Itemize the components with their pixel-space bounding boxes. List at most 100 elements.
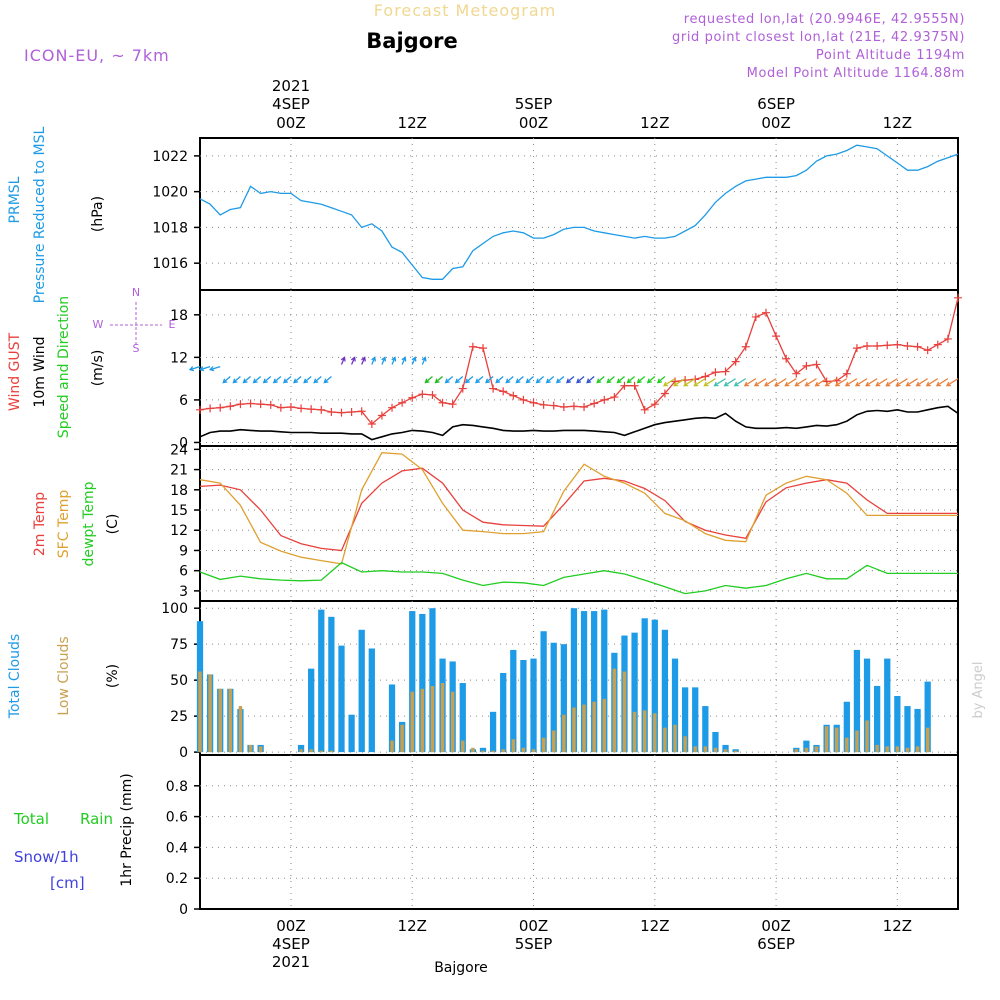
total-cloud-bar [368, 648, 375, 753]
footer-location: Bajgore [434, 960, 488, 976]
gust-marker [468, 342, 477, 351]
wind-arrow [606, 376, 615, 384]
wind-arrow [627, 376, 636, 384]
wind-arrow-head [485, 378, 491, 384]
wind-arrow [617, 376, 625, 384]
gust-marker [236, 400, 245, 409]
gust-marker [741, 342, 750, 351]
wind-arrow-head [834, 381, 840, 387]
wind-arrow [744, 378, 757, 387]
clouds-unit-label: (%) [105, 664, 121, 688]
y-tick-label: 9 [179, 543, 188, 559]
product-title: Forecast Meteogram [374, 1, 556, 20]
gust-marker [256, 400, 265, 409]
panel-wind: 0 6 12 18 [170, 289, 962, 451]
gust-marker [327, 407, 336, 416]
gust-marker [489, 384, 498, 393]
temp-2m-label: 2m Temp [32, 492, 48, 556]
low-cloud-bar [602, 698, 606, 753]
compass-letter: W [93, 318, 104, 331]
total-cloud-bar [338, 645, 345, 753]
gust-marker [448, 400, 457, 409]
pressure-label-msl: Pressure Reduced to MSL [32, 126, 48, 303]
wind-arrow-head [242, 378, 248, 384]
gust-marker [196, 405, 204, 414]
wind-arrow [210, 365, 221, 371]
low-cloud-bar [723, 749, 728, 753]
low-cloud-bar [804, 747, 809, 753]
gust-marker [206, 404, 215, 413]
total-cloud-bar [489, 711, 497, 753]
gust-marker [398, 398, 407, 407]
total-cloud-bar [631, 632, 638, 753]
wind-arrow [485, 376, 494, 384]
total-cloud-bar [459, 683, 466, 753]
wind-arrow [411, 357, 416, 365]
gust-marker [913, 342, 922, 351]
wind-arrow [556, 376, 565, 384]
wind-arrow [693, 378, 706, 387]
wind-arrow [243, 376, 251, 384]
low-cloud-bar [673, 724, 677, 753]
total-cloud-bar [570, 608, 578, 753]
low-cloud-bar [925, 727, 930, 753]
wind-arrow-head [596, 378, 602, 384]
gust-marker [408, 393, 417, 402]
gust-marker [539, 400, 548, 409]
gust-marker [347, 407, 356, 416]
y-tick-label: 0.6 [166, 810, 188, 826]
wind-arrow [805, 378, 817, 387]
wind-arrow-head [586, 378, 592, 384]
wind-arrow-head [495, 378, 501, 384]
wind-arrow-head [198, 366, 205, 372]
panel-temperature: 3 6 9 12 15 18 21 24 [170, 442, 959, 602]
low-cloud-bar [642, 710, 647, 753]
gust-marker [418, 390, 427, 399]
rain-label: Rain [80, 810, 113, 828]
wind-arrow [189, 365, 201, 371]
total-cloud-bar [318, 609, 325, 753]
top-hour-label: 12Z [398, 114, 427, 132]
total-cloud-bar [681, 687, 689, 753]
wind-arrow [435, 376, 443, 384]
wind-arrow-head [545, 378, 551, 384]
wind-arrow [526, 376, 534, 384]
low-cloud-bar [511, 739, 516, 753]
total-cloud-bar [914, 708, 921, 753]
wind-arrow [906, 378, 918, 387]
gust-marker [923, 346, 932, 355]
wind-arrow-head [636, 378, 642, 384]
gust-marker [943, 334, 952, 343]
low-cloud-bar [471, 747, 475, 753]
wind-arrow-head [673, 381, 679, 387]
wind-arrow [515, 376, 524, 384]
wind-arrow [784, 378, 797, 387]
gust-marker [569, 402, 578, 411]
wind-arrow [263, 376, 272, 384]
wind-arrow-head [475, 378, 481, 384]
low-cloud-bar [552, 730, 556, 753]
temp-unit-label: (C) [105, 514, 121, 535]
panel-clouds: 0 25 50 75 100 [161, 600, 959, 761]
wind-arrow-head [283, 378, 289, 384]
wind-arrow-head [804, 381, 810, 387]
low-cloud-bar [875, 744, 879, 753]
total-cloud-bar [894, 695, 901, 753]
wind-arrow [495, 376, 504, 384]
wind-arrow [764, 378, 777, 387]
low-cloud-bar [198, 671, 202, 753]
gust-marker [600, 395, 609, 404]
wind-gust-line [199, 297, 959, 425]
temp-sfc-label: SFC Temp [56, 490, 72, 559]
wind-arrow [916, 378, 929, 387]
wind-arrow-head [371, 356, 377, 362]
top-hour-label: 12Z [883, 114, 912, 132]
low-cloud-bar [319, 750, 324, 753]
wind-arrow [936, 378, 949, 387]
gust-marker [660, 389, 669, 398]
low-cloud-bar [420, 688, 425, 753]
gust-marker [590, 399, 599, 408]
wind-arrow-head [232, 378, 238, 384]
top-date-label: 6SEP [757, 95, 795, 113]
top-time-axis: 00Z 12Z 00Z 12Z 00Z 12Z 4SEP 5SEP 6SEP 2021 [272, 77, 912, 132]
